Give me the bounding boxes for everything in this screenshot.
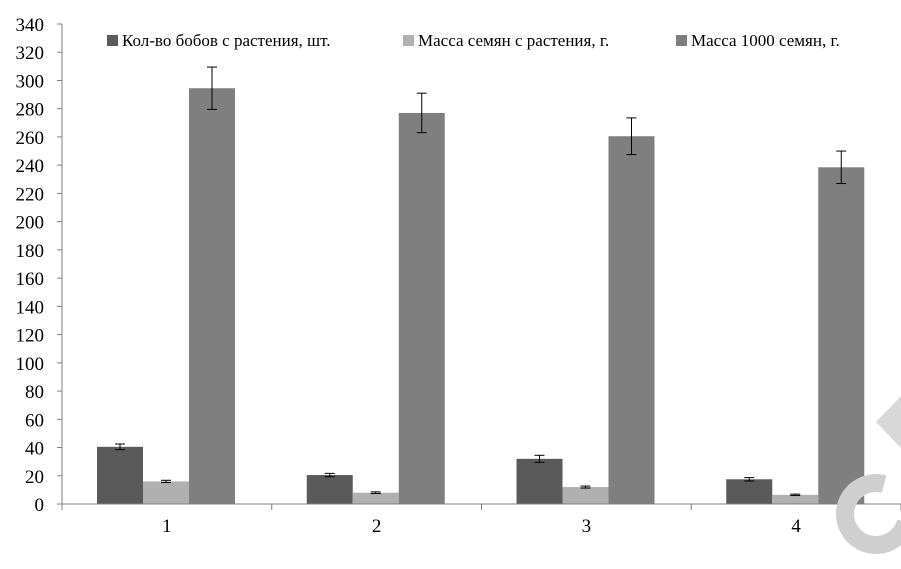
legend-swatch-3: [676, 35, 687, 46]
y-tick-label: 340: [16, 15, 45, 36]
y-tick-label: 220: [16, 184, 45, 205]
bar-series-1-cat-3: [516, 458, 563, 504]
bars: [97, 88, 865, 505]
bar-chart: 0 20 40 60 80 100 120 140 160 180 200 220 240 260 280 3…: [16, 15, 901, 537]
y-axis-ticks: 0 20 40 60 80 100 120 140 160 180 200 220 240 260 280 3…: [16, 15, 62, 516]
y-tick-label: 240: [16, 156, 45, 177]
y-tick-label: 320: [16, 43, 45, 64]
y-tick-label: 260: [16, 128, 45, 149]
error-bars: [115, 66, 847, 497]
legend-label-3: Масса 1000 семян, г.: [691, 31, 840, 50]
y-tick-label: 180: [16, 241, 45, 262]
y-tick-label: 160: [16, 269, 45, 290]
legend-label-2: Масса семян с растения, г.: [418, 31, 609, 50]
y-tick-label: 20: [25, 467, 44, 488]
bar-series-2-cat-3: [562, 487, 609, 504]
x-category-label: 4: [791, 516, 801, 537]
bar-series-1-cat-4: [726, 479, 773, 504]
bar-series-3-cat-2: [398, 112, 445, 505]
bar-series-3-cat-4: [818, 167, 865, 504]
bar-series-3-cat-1: [189, 88, 235, 504]
bar-series-1-cat-1: [97, 446, 143, 504]
y-tick-label: 200: [16, 213, 45, 234]
legend-swatch-2: [403, 35, 414, 46]
y-tick-label: 40: [25, 439, 44, 460]
bar-series-2-cat-1: [143, 481, 189, 504]
y-tick-label: 300: [16, 71, 45, 92]
bar-series-2-cat-2: [352, 492, 399, 504]
x-category-label: 3: [582, 516, 592, 537]
y-tick-label: 100: [16, 354, 45, 375]
x-category-label: 2: [372, 516, 382, 537]
x-category-label: 1: [162, 516, 172, 537]
y-tick-label: 80: [25, 382, 44, 403]
decorative-arrow-shape: [876, 396, 901, 448]
bar-series-2-cat-4: [772, 494, 819, 504]
y-tick-label: 60: [25, 410, 44, 431]
bar-series-1-cat-2: [306, 475, 353, 504]
bar-series-3-cat-3: [608, 136, 655, 504]
legend-label-1: Кол-во бобов с растения, шт.: [122, 31, 331, 50]
legend-swatch-1: [107, 35, 118, 46]
x-axis-ticks: 1 2 3 4: [61, 504, 901, 537]
y-tick-label: 140: [16, 297, 45, 318]
y-tick-label: 280: [16, 100, 45, 121]
y-tick-label: 120: [16, 326, 45, 347]
y-tick-label: 0: [35, 495, 45, 516]
legend: Кол-во бобов с растения, шт. Масса семян …: [107, 31, 840, 50]
